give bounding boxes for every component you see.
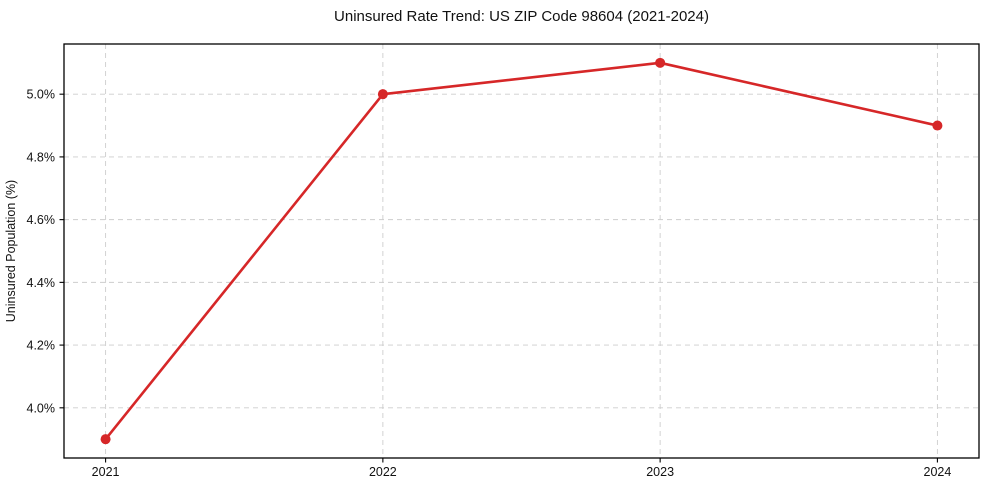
- y-tick-label: 4.2%: [27, 339, 56, 353]
- chart-title: Uninsured Rate Trend: US ZIP Code 98604 …: [334, 8, 709, 25]
- y-tick-label: 4.8%: [27, 150, 56, 164]
- data-point: [100, 434, 111, 445]
- data-series: [100, 57, 943, 445]
- y-axis-label: Uninsured Population (%): [4, 180, 18, 322]
- x-tick-label: 2023: [646, 465, 674, 479]
- x-tick-label: 2024: [924, 465, 952, 479]
- x-tick-label: 2022: [369, 465, 397, 479]
- data-point: [377, 89, 388, 100]
- y-tick-label: 4.4%: [27, 276, 56, 290]
- x-tick-label: 2021: [92, 465, 120, 479]
- data-point: [932, 120, 943, 131]
- gridlines: [64, 44, 979, 458]
- data-point: [655, 57, 666, 68]
- y-tick-label: 4.6%: [27, 213, 56, 227]
- axes: 4.0% 4.2% 4.4% 4.6% 4.8% 5.0% 2021 2022 2023 2024: [27, 43, 980, 479]
- trend-line: [104, 61, 939, 441]
- plot-frame: [63, 43, 980, 459]
- y-tick-label: 4.0%: [27, 401, 56, 415]
- y-tick-label: 5.0%: [27, 88, 56, 102]
